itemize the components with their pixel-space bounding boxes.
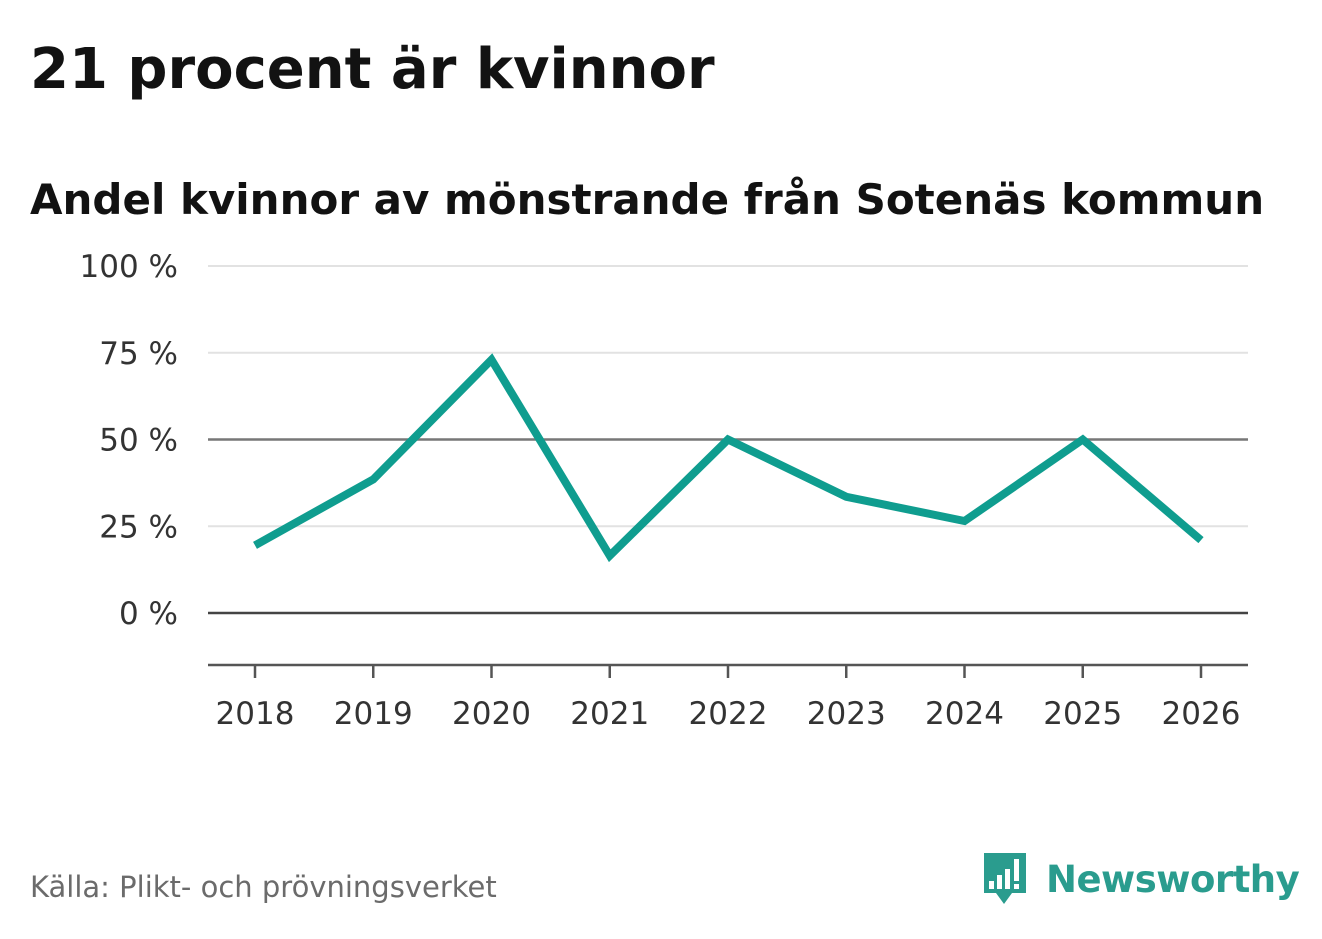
x-tick-label: 2023 [807, 696, 886, 732]
y-tick-label: 50 % [99, 423, 178, 459]
brand-logo: Newsworthy [980, 849, 1300, 909]
chart-title: 21 procent är kvinnor [30, 37, 715, 102]
x-tick-label: 2018 [216, 696, 295, 732]
source-note: Källa: Plikt- och prövningsverket [30, 870, 497, 904]
x-tick-label: 2026 [1162, 696, 1241, 732]
brand-name: Newsworthy [1046, 857, 1300, 901]
line-chart: 100 % 75 % 50 % 25 % 0 % 2018 2019 2020 2021 202… [80, 249, 1248, 732]
series-line-0 [253, 353, 1204, 563]
x-tick-label: 2024 [925, 696, 1004, 732]
newsworthy-logo-icon [984, 853, 1026, 904]
series [253, 353, 1204, 563]
y-tick-label: 25 % [99, 509, 178, 545]
chart-subtitle: Andel kvinnor av mönstrande från Sotenäs… [30, 175, 1265, 224]
x-tick-label: 2020 [452, 696, 531, 732]
y-axis: 100 % 75 % 50 % 25 % 0 % [80, 249, 178, 632]
x-axis: 2018 2019 2020 2021 2022 2023 2024 2025 2026 [208, 663, 1248, 732]
x-tick-label: 2025 [1043, 696, 1122, 732]
x-tick-label: 2022 [689, 696, 768, 732]
y-tick-label: 0 % [119, 596, 178, 632]
y-tick-label: 75 % [99, 336, 178, 372]
x-tick-label: 2019 [334, 696, 413, 732]
y-tick-label: 100 % [80, 249, 178, 285]
x-tick-label: 2021 [570, 696, 649, 732]
